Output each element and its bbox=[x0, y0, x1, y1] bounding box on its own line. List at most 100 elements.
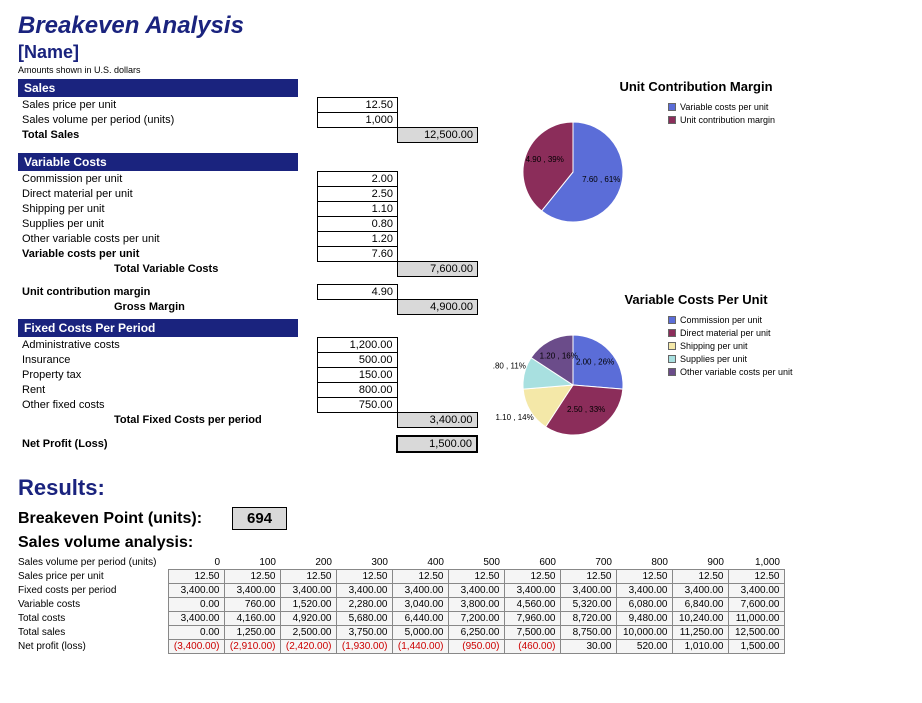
total-label: Total Sales bbox=[18, 128, 318, 143]
analysis-table: Sales volume per period (units)010020030… bbox=[18, 556, 785, 654]
fixed-header: Fixed Costs Per Period bbox=[18, 319, 298, 337]
analysis-cell: 7,960.00 bbox=[504, 612, 560, 626]
analysis-cell: 200 bbox=[280, 556, 336, 570]
breakeven-label: Breakeven Point (units): bbox=[18, 510, 202, 528]
analysis-cell: 1,010.00 bbox=[672, 640, 728, 654]
analysis-cell: 6,080.00 bbox=[616, 598, 672, 612]
analysis-cell: 0.00 bbox=[168, 626, 224, 640]
analysis-cell: 400 bbox=[392, 556, 448, 570]
legend-item: Other variable costs per unit bbox=[668, 367, 793, 377]
analysis-cell: 10,240.00 bbox=[672, 612, 728, 626]
analysis-cell: (1,440.00) bbox=[392, 640, 448, 654]
sva-header: Sales volume analysis: bbox=[18, 534, 904, 552]
legend-item: Unit contribution margin bbox=[668, 115, 775, 125]
analysis-row-label: Sales price per unit bbox=[18, 570, 168, 584]
total-value: 12,500.00 bbox=[398, 128, 478, 143]
page-title: Breakeven Analysis bbox=[18, 12, 904, 40]
analysis-cell: 600 bbox=[504, 556, 560, 570]
pie2-title: Variable Costs Per Unit bbox=[488, 292, 904, 307]
analysis-cell: 1,000 bbox=[728, 556, 784, 570]
analysis-cell: 900 bbox=[672, 556, 728, 570]
analysis-row-label: Total sales bbox=[18, 626, 168, 640]
analysis-cell: 12.50 bbox=[448, 570, 504, 584]
svg-text:2.00 , 26%: 2.00 , 26% bbox=[576, 358, 614, 367]
analysis-cell: 3,400.00 bbox=[448, 584, 504, 598]
analysis-cell: 12.50 bbox=[168, 570, 224, 584]
name-placeholder: [Name] bbox=[18, 42, 904, 63]
pie1-legend: Variable costs per unit Unit contribution… bbox=[668, 102, 775, 128]
pie1-chart: 7.60 , 61%4.90 , 39% bbox=[493, 102, 653, 242]
row-label: Sales volume per period (units) bbox=[18, 113, 318, 128]
analysis-cell: 800 bbox=[616, 556, 672, 570]
analysis-cell: 3,400.00 bbox=[504, 584, 560, 598]
analysis-cell: 3,800.00 bbox=[448, 598, 504, 612]
analysis-cell: 11,000.00 bbox=[728, 612, 784, 626]
analysis-cell: (950.00) bbox=[448, 640, 504, 654]
analysis-cell: 11,250.00 bbox=[672, 626, 728, 640]
svg-text:2.50 , 33%: 2.50 , 33% bbox=[567, 405, 605, 414]
analysis-cell: 3,400.00 bbox=[392, 584, 448, 598]
analysis-cell: 3,750.00 bbox=[336, 626, 392, 640]
analysis-cell: 300 bbox=[336, 556, 392, 570]
legend-item: Shipping per unit bbox=[668, 341, 793, 351]
legend-item: Variable costs per unit bbox=[668, 102, 775, 112]
legend-item: Direct material per unit bbox=[668, 328, 793, 338]
analysis-cell: (1,930.00) bbox=[336, 640, 392, 654]
breakeven-value: 694 bbox=[232, 507, 287, 530]
analysis-cell: 3,400.00 bbox=[224, 584, 280, 598]
svg-text:1.10 , 14%: 1.10 , 14% bbox=[495, 413, 533, 422]
row-label: Sales price per unit bbox=[18, 98, 318, 113]
svg-text:1.20 , 16%: 1.20 , 16% bbox=[540, 352, 578, 361]
analysis-cell: 12.50 bbox=[560, 570, 616, 584]
analysis-row-label: Net profit (loss) bbox=[18, 640, 168, 654]
analysis-cell: 3,400.00 bbox=[616, 584, 672, 598]
analysis-cell: 6,840.00 bbox=[672, 598, 728, 612]
analysis-cell: 0.00 bbox=[168, 598, 224, 612]
analysis-cell: 4,160.00 bbox=[224, 612, 280, 626]
analysis-cell: 12.50 bbox=[728, 570, 784, 584]
analysis-cell: 1,250.00 bbox=[224, 626, 280, 640]
currency-note: Amounts shown in U.S. dollars bbox=[18, 65, 904, 75]
pie2-legend: Commission per unit Direct material per u… bbox=[668, 315, 793, 380]
analysis-cell: 8,720.00 bbox=[560, 612, 616, 626]
analysis-cell: 5,680.00 bbox=[336, 612, 392, 626]
analysis-cell: 12,500.00 bbox=[728, 626, 784, 640]
analysis-cell: 2,500.00 bbox=[280, 626, 336, 640]
analysis-cell: (460.00) bbox=[504, 640, 560, 654]
analysis-cell: 2,280.00 bbox=[336, 598, 392, 612]
analysis-cell: 3,400.00 bbox=[280, 584, 336, 598]
analysis-cell: 12.50 bbox=[672, 570, 728, 584]
analysis-cell: 3,040.00 bbox=[392, 598, 448, 612]
analysis-cell: 7,500.00 bbox=[504, 626, 560, 640]
analysis-cell: 1,500.00 bbox=[728, 640, 784, 654]
analysis-cell: 12.50 bbox=[336, 570, 392, 584]
analysis-cell: 3,400.00 bbox=[728, 584, 784, 598]
pie1-title: Unit Contribution Margin bbox=[488, 79, 904, 94]
analysis-cell: 7,200.00 bbox=[448, 612, 504, 626]
results-header: Results: bbox=[18, 475, 904, 501]
analysis-cell: 100 bbox=[224, 556, 280, 570]
analysis-cell: 5,000.00 bbox=[392, 626, 448, 640]
variable-header: Variable Costs bbox=[18, 153, 298, 171]
analysis-cell: 6,440.00 bbox=[392, 612, 448, 626]
legend-item: Commission per unit bbox=[668, 315, 793, 325]
analysis-cell: (3,400.00) bbox=[168, 640, 224, 654]
legend-item: Supplies per unit bbox=[668, 354, 793, 364]
variable-table: Commission per unit2.00 Direct material … bbox=[18, 171, 478, 315]
analysis-cell: 12.50 bbox=[616, 570, 672, 584]
svg-text:0.80 , 11%: 0.80 , 11% bbox=[493, 361, 526, 370]
analysis-cell: 12.50 bbox=[224, 570, 280, 584]
sales-table: Sales price per unit 12.50 Sales volume … bbox=[18, 97, 478, 143]
analysis-cell: 12.50 bbox=[392, 570, 448, 584]
analysis-cell: 5,320.00 bbox=[560, 598, 616, 612]
svg-text:7.60 , 61%: 7.60 , 61% bbox=[582, 175, 620, 184]
fixed-table: Administrative costs1,200.00 Insurance50… bbox=[18, 337, 478, 453]
analysis-row-label: Fixed costs per period bbox=[18, 584, 168, 598]
analysis-cell: 3,400.00 bbox=[168, 612, 224, 626]
analysis-cell: (2,910.00) bbox=[224, 640, 280, 654]
analysis-cell: 4,560.00 bbox=[504, 598, 560, 612]
analysis-cell: 700 bbox=[560, 556, 616, 570]
analysis-cell: 3,400.00 bbox=[672, 584, 728, 598]
analysis-cell: 0 bbox=[168, 556, 224, 570]
analysis-cell: 500 bbox=[448, 556, 504, 570]
